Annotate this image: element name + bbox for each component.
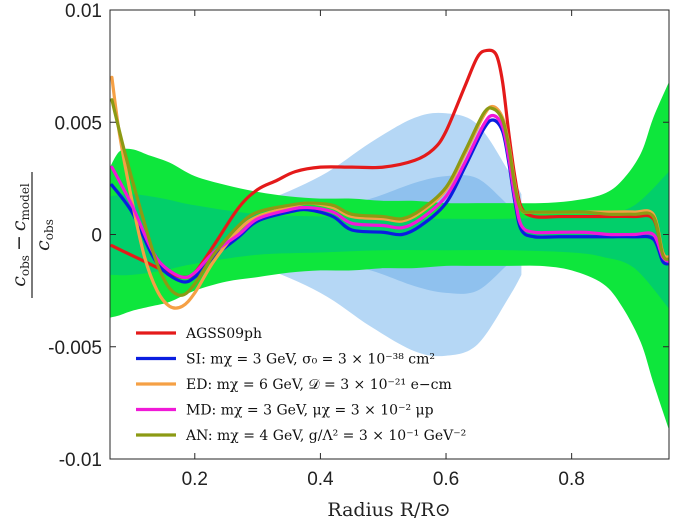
y-label-numerator: cobs−cmodel (8, 183, 32, 287)
series-layer (110, 48, 669, 310)
x-tick-label: 0.4 (307, 469, 334, 490)
y-tick-label: 0.005 (54, 113, 102, 134)
y-tick-label: 0.01 (65, 1, 102, 22)
y-axis-label: cobs−cmodel cobs (8, 172, 56, 298)
legend: AGSS09ph SI: mχ = 3 GeV, σ₀ = 3 × 10⁻³⁸ c… (136, 326, 466, 444)
series-line-si (110, 118, 669, 284)
green-outer-band (110, 81, 669, 430)
y-tick-label: 0 (91, 226, 102, 247)
green-inner-band (110, 171, 669, 309)
legend-label-md: MD: mχ = 3 GeV, μχ = 3 × 10⁻² μp (186, 403, 434, 419)
series-line-an (110, 98, 669, 297)
series-line-md (110, 113, 669, 280)
legend-label-ed: ED: mχ = 6 GeV, 𝒟 = 3 × 10⁻²¹ e−cm (186, 377, 452, 393)
y-tick-label: -0.005 (48, 338, 102, 359)
x-axis-label: Radius R/R⊙ (327, 499, 450, 521)
y-label-denominator: cobs (32, 219, 56, 251)
ticks-layer: 0.2 0.4 0.6 0.8 -0.01 -0.005 0 0.005 0.01 (48, 1, 669, 490)
x-tick-label: 0.2 (182, 469, 208, 490)
x-tick-label: 0.6 (433, 469, 459, 490)
bands-layer (110, 81, 669, 430)
legend-label-agss09ph: AGSS09ph (185, 326, 262, 342)
legend-label-si: SI: mχ = 3 GeV, σ₀ = 3 × 10⁻³⁸ cm² (186, 352, 435, 368)
legend-label-an: AN: mχ = 4 GeV, g/Λ² = 3 × 10⁻¹ GeV⁻² (185, 428, 466, 444)
x-tick-label: 0.8 (558, 469, 584, 490)
y-tick-label: -0.01 (59, 450, 102, 471)
